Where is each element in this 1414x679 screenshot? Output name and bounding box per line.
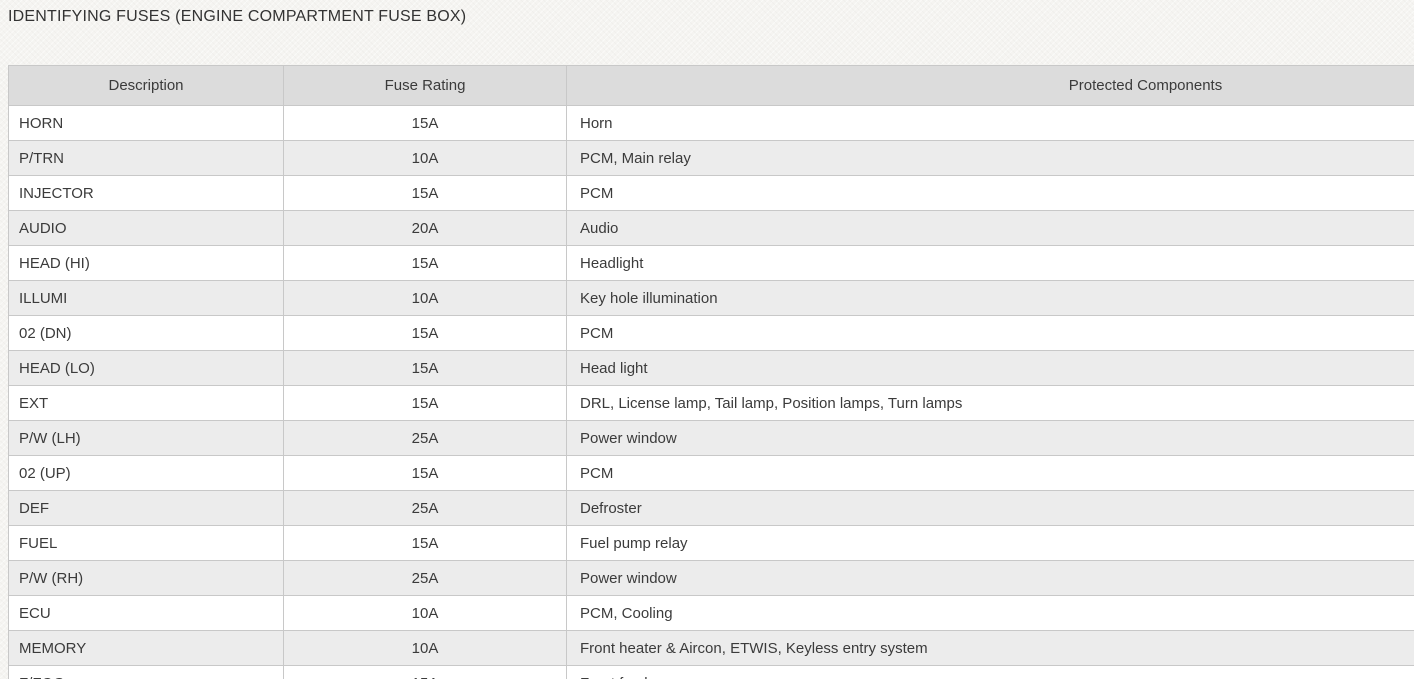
fuse-description: HEAD (LO) [8,350,284,386]
protected-components: Head light [566,350,1414,386]
fuse-table-header: Description Fuse Rating Protected Compon… [8,65,1414,106]
fuse-rating: 15A [283,105,567,141]
protected-components: Front fog lamp [566,665,1414,679]
fuse-table-container: Description Fuse Rating Protected Compon… [8,65,1414,679]
table-row: HEAD (HI) 15A Headlight [8,245,1414,281]
table-row: P/W (RH) 25A Power window [8,560,1414,596]
fuse-description: P/TRN [8,140,284,176]
table-row: ILLUMI 10A Key hole illumination [8,280,1414,316]
protected-components: DRL, License lamp, Tail lamp, Position l… [566,385,1414,421]
table-row: 02 (DN) 15A PCM [8,315,1414,351]
fuse-description: ILLUMI [8,280,284,316]
fuse-rating: 25A [283,420,567,456]
fuse-description: ECU [8,595,284,631]
fuse-description: AUDIO [8,210,284,246]
fuse-rating: 10A [283,280,567,316]
protected-components: Front heater & Aircon, ETWIS, Keyless en… [566,630,1414,666]
fuse-description: F/FOG [8,665,284,679]
table-row: MEMORY 10A Front heater & Aircon, ETWIS,… [8,630,1414,666]
fuse-rating: 15A [283,525,567,561]
fuse-rating: 15A [283,245,567,281]
protected-components: Defroster [566,490,1414,526]
protected-components: PCM, Cooling [566,595,1414,631]
header-row: Description Fuse Rating Protected Compon… [8,65,1414,106]
table-row: HEAD (LO) 15A Head light [8,350,1414,386]
fuse-rating: 15A [283,385,567,421]
fuse-description: MEMORY [8,630,284,666]
fuse-rating: 25A [283,560,567,596]
fuse-description: 02 (DN) [8,315,284,351]
table-row: EXT 15A DRL, License lamp, Tail lamp, Po… [8,385,1414,421]
fuse-table: Description Fuse Rating Protected Compon… [8,65,1414,679]
fuse-description: 02 (UP) [8,455,284,491]
fuse-description: FUEL [8,525,284,561]
protected-components: PCM [566,175,1414,211]
table-row: F/FOG 15A Front fog lamp [8,665,1414,679]
fuse-table-body: HORN 15A Horn P/TRN 10A PCM, Main relay … [8,105,1414,679]
table-row: FUEL 15A Fuel pump relay [8,525,1414,561]
column-header-description: Description [8,65,284,106]
fuse-description: INJECTOR [8,175,284,211]
fuse-description: HORN [8,105,284,141]
fuse-rating: 15A [283,315,567,351]
fuse-description: P/W (RH) [8,560,284,596]
column-header-protected-components: Protected Components [566,65,1414,106]
fuse-description: P/W (LH) [8,420,284,456]
fuse-rating: 10A [283,595,567,631]
fuse-rating: 25A [283,490,567,526]
fuse-description: HEAD (HI) [8,245,284,281]
protected-components: Horn [566,105,1414,141]
table-row: HORN 15A Horn [8,105,1414,141]
table-row: P/TRN 10A PCM, Main relay [8,140,1414,176]
fuse-rating: 10A [283,630,567,666]
table-row: AUDIO 20A Audio [8,210,1414,246]
fuse-rating: 10A [283,140,567,176]
table-row: 02 (UP) 15A PCM [8,455,1414,491]
table-row: P/W (LH) 25A Power window [8,420,1414,456]
fuse-rating: 15A [283,175,567,211]
fuse-rating: 15A [283,350,567,386]
table-row: DEF 25A Defroster [8,490,1414,526]
page-title: IDENTIFYING FUSES (ENGINE COMPARTMENT FU… [8,8,467,25]
protected-components: PCM, Main relay [566,140,1414,176]
fuse-rating: 15A [283,455,567,491]
protected-components: Key hole illumination [566,280,1414,316]
protected-components: Power window [566,560,1414,596]
column-header-fuse-rating: Fuse Rating [283,65,567,106]
fuse-rating: 15A [283,665,567,679]
table-row: INJECTOR 15A PCM [8,175,1414,211]
fuse-description: EXT [8,385,284,421]
protected-components: Headlight [566,245,1414,281]
protected-components: Audio [566,210,1414,246]
protected-components: Power window [566,420,1414,456]
protected-components: PCM [566,315,1414,351]
protected-components: PCM [566,455,1414,491]
fuse-rating: 20A [283,210,567,246]
table-row: ECU 10A PCM, Cooling [8,595,1414,631]
protected-components: Fuel pump relay [566,525,1414,561]
fuse-description: DEF [8,490,284,526]
